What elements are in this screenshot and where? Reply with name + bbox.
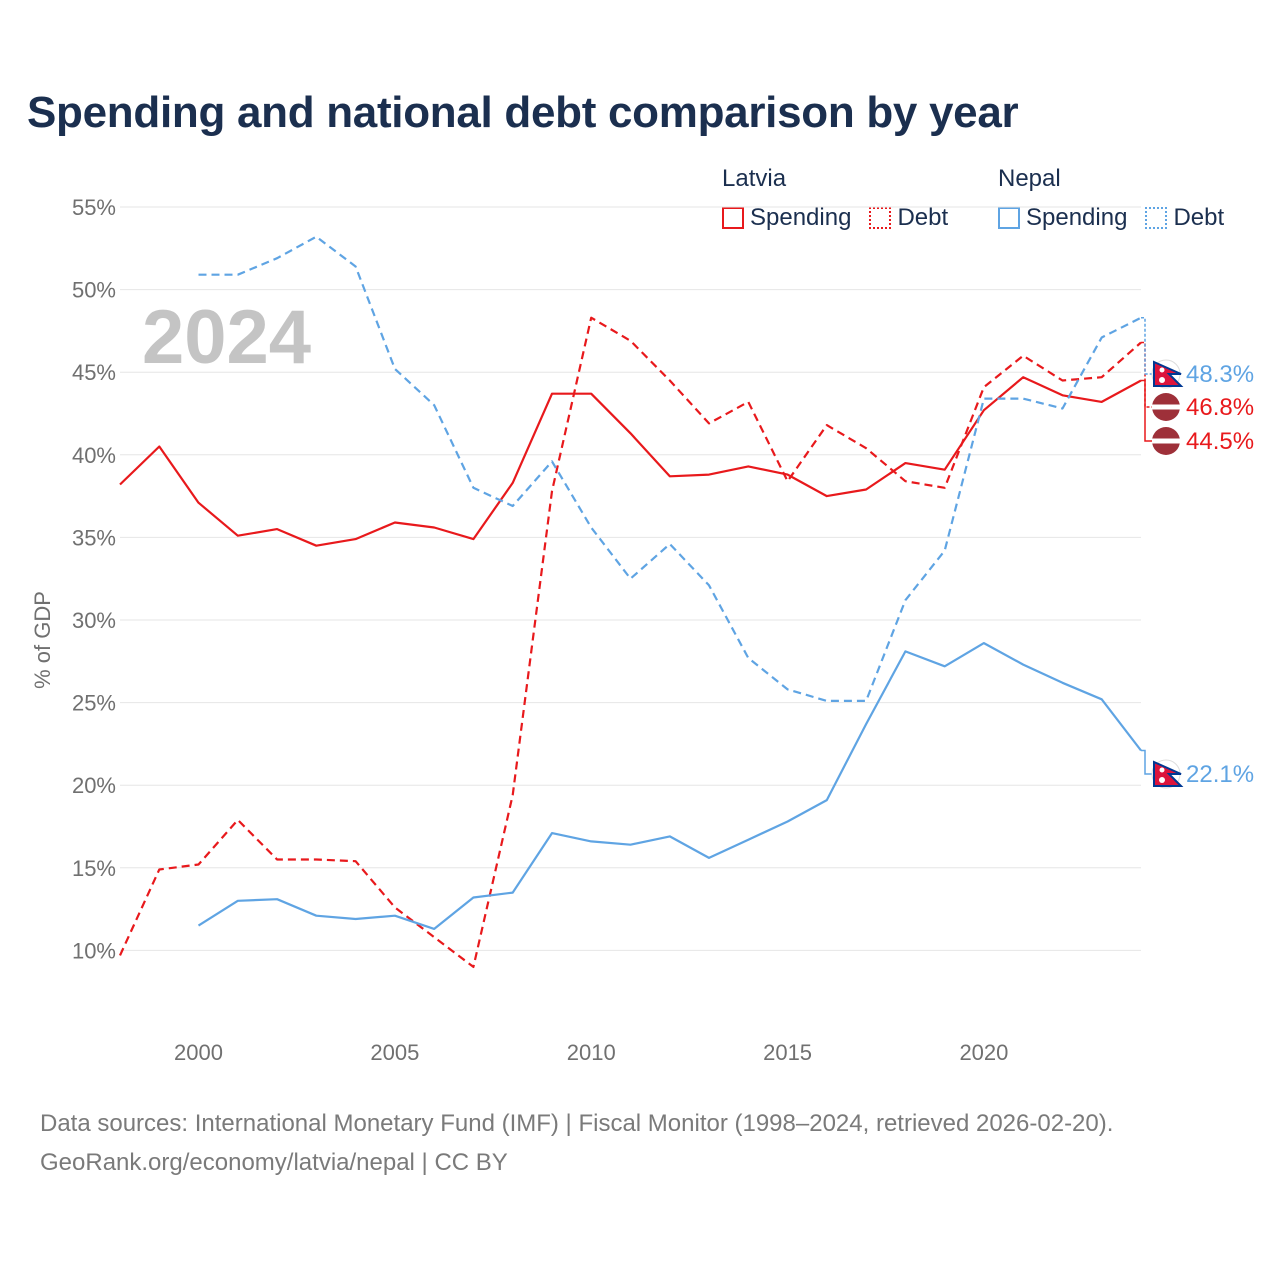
y-tick-label: 35% (72, 525, 116, 550)
end-label-leader (1141, 379, 1152, 442)
nepal-flag-moon (1159, 367, 1165, 373)
legend-item-label: Spending (1026, 204, 1128, 231)
end-value-label: 44.5% (1186, 428, 1254, 455)
y-tick-label: 25% (72, 691, 116, 716)
legend-swatch-dotted-red (869, 207, 892, 229)
y-tick-label: 50% (72, 278, 116, 303)
chart-plot: 10% 15% 20% 25% 30% 35% 40% 45% 50% 55% 2000 2005 20… (30, 195, 1254, 1065)
legend-country-label: Latvia (722, 165, 787, 192)
source-url-line[interactable]: GeoRank.org/economy/latvia/nepal | CC BY (40, 1149, 508, 1176)
y-tick-label: 20% (72, 773, 116, 798)
y-tick-label: 40% (72, 443, 116, 468)
x-tick-label: 2000 (174, 1040, 223, 1065)
x-tick-label: 2005 (370, 1040, 419, 1065)
end-label-leader (1141, 749, 1152, 775)
chart-title: Spending and national debt comparison by… (27, 88, 1019, 137)
x-tick-label: 2010 (567, 1040, 616, 1065)
data-source-note: Data sources: International Monetary Fun… (40, 1104, 1113, 1182)
legend-nepal: Nepal Spending Debt (998, 162, 1224, 232)
legend-swatch-solid-blue (998, 207, 1020, 229)
nepal-flag-sun (1159, 377, 1165, 383)
y-tick-label: 30% (72, 608, 116, 633)
y-axis-label: % of GDP (30, 591, 55, 689)
year-label: 2024 (142, 295, 311, 380)
series-line-latvia-spending (119, 376, 1142, 547)
legend-item-latvia-debt[interactable]: Debt (869, 204, 948, 232)
series-line-nepal-debt (198, 235, 1142, 702)
legend-country-label: Nepal (998, 165, 1061, 192)
legend-item-nepal-spending[interactable]: Spending (998, 204, 1127, 232)
y-tick-label: 55% (72, 195, 116, 220)
source-line: Data sources: International Monetary Fun… (40, 1110, 1114, 1137)
legend-swatch-dotted-blue (1145, 207, 1168, 229)
latvia-flag-stripe (1152, 438, 1180, 444)
legend-item-label: Debt (1173, 204, 1225, 231)
y-tick-label: 10% (72, 938, 116, 963)
legend-latvia: Latvia Spending Debt (722, 162, 948, 232)
end-value-label: 46.8% (1186, 394, 1254, 421)
series-line-nepal-spending (197, 642, 1142, 930)
end-value-label: 48.3% (1186, 361, 1254, 388)
x-tick-label: 2020 (959, 1040, 1008, 1065)
legend-swatch-solid-red (722, 207, 744, 229)
series-line-latvia-debt (118, 316, 1142, 968)
legend-item-label: Debt (897, 204, 949, 231)
legend-item-latvia-spending[interactable]: Spending (722, 204, 851, 232)
end-value-label: 22.1% (1186, 761, 1254, 788)
nepal-flag-sun (1159, 777, 1165, 783)
end-label-leader (1141, 316, 1152, 375)
y-tick-label: 45% (72, 360, 116, 385)
x-tick-label: 2015 (763, 1040, 812, 1065)
latvia-flag-stripe (1152, 404, 1180, 410)
legend-item-nepal-debt[interactable]: Debt (1145, 204, 1224, 232)
legend-item-label: Spending (750, 204, 852, 231)
nepal-flag-moon (1159, 767, 1165, 773)
y-tick-label: 15% (72, 856, 116, 881)
